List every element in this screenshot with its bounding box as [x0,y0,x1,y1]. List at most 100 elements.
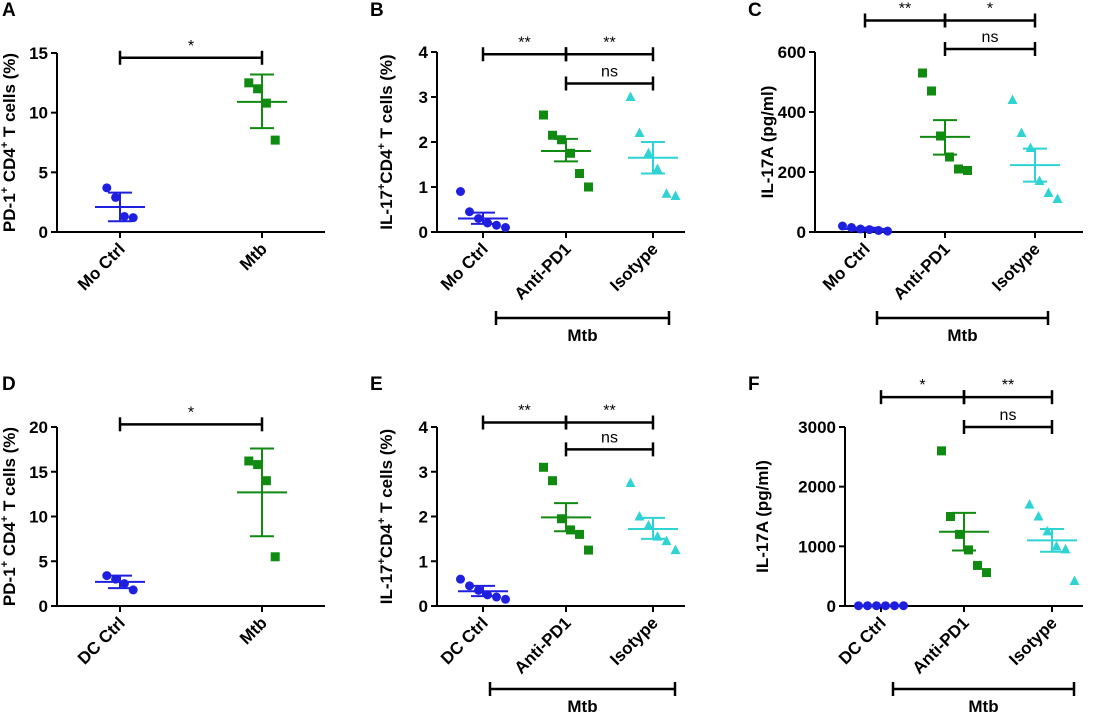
series-anti-pd1 [539,110,593,192]
x-tick-label: DC Ctrl [835,613,890,668]
y-label-superscript: + [376,558,388,564]
significance-label: ** [899,1,911,18]
y-tick-label: 1 [419,552,428,571]
data-point [661,535,672,546]
data-point [946,512,955,521]
panel-label: A [2,0,16,21]
series-isotype [1007,94,1063,203]
data-point [973,560,982,570]
series-dc-ctrl [456,574,510,604]
panel-f: F 0 1000 2000 3000 IL-17A (pg/ml) DC Ctrl Anti-… [748,374,1083,716]
y-axis-label: PD-1+ CD4+ T cells (%) [0,53,19,232]
y-label-part: PD-1 [0,193,19,232]
group-label: Mtb [567,326,597,345]
y-tick-label: 0 [39,597,48,616]
data-point [954,164,963,174]
group-label: Mtb [567,697,597,716]
series-mtb [237,73,287,145]
data-point [1069,575,1080,585]
data-point [1042,525,1053,536]
data-point [918,68,927,78]
data-point [501,223,510,232]
y-tick-label: 2 [419,508,428,527]
y-tick-label: 0 [797,223,806,242]
significance-label: * [188,38,194,55]
significance-label: * [987,1,993,18]
data-point [955,529,964,539]
data-point [102,183,112,193]
y-label-superscript: + [376,518,388,524]
data-point [270,552,280,562]
y-tick-label: 15 [29,44,48,63]
data-point [253,84,263,94]
y-tick-label: 3 [419,463,428,482]
y-tick-label: 10 [29,104,48,123]
y-tick-label: 20 [29,418,48,437]
y-tick-label: 4 [419,418,429,437]
panel-label: B [370,0,384,21]
significance-label: ** [518,34,530,51]
significance-label: ** [603,34,615,51]
x-tick-label: Anti-PD1 [909,613,973,677]
y-tick-label: 0 [419,597,428,616]
data-point [1016,127,1027,137]
data-point [557,514,566,524]
significance-label: ** [603,403,615,420]
y-axis-label: IL-17+CD4+ T cells (%) [376,54,396,229]
y-tick-label: 4 [419,43,429,62]
x-tick-label: Anti-PD1 [511,613,575,677]
significance-label: ns [1000,407,1017,424]
data-point [465,581,474,591]
significance-label: ns [601,64,618,81]
y-label-superscript: + [0,516,11,522]
data-point [244,78,254,88]
data-point [102,571,112,581]
y-tick-label: 2 [419,133,428,152]
y-tick-label: 1000 [798,537,836,556]
series-anti-pd1 [918,68,972,175]
panel-label: D [2,374,16,395]
data-point [270,135,280,145]
x-tick-label: Isotype [606,613,662,669]
x-tick-label: Mo Ctrl [437,239,492,294]
y-tick-label: 400 [778,103,806,122]
data-point [1052,193,1063,203]
data-point [1051,540,1062,551]
data-point [643,519,654,530]
y-label-part: T cells (%) [0,53,19,142]
data-point [634,511,645,521]
data-point [652,163,663,173]
data-point [128,213,138,223]
y-tick-label: 2000 [798,478,836,497]
data-point [670,544,681,555]
y-label-part: IL-17 [377,565,396,605]
data-point [261,98,271,108]
y-tick-label: 5 [39,552,48,571]
series-isotype [625,477,681,555]
y-label-superscript: + [376,143,388,149]
y-tick-label: 0 [39,223,48,242]
y-label-part: CD4 [0,522,19,561]
data-point [111,192,121,202]
series-anti-pd1 [539,462,593,555]
series-isotype [1024,499,1080,585]
data-point [501,594,510,604]
data-point [982,568,991,578]
data-point [661,188,672,198]
x-tick-label: Mo Ctrl [819,239,874,294]
data-point [1024,499,1035,509]
data-point [128,585,138,595]
series-mo-ctrl [95,183,145,223]
data-point [539,462,548,472]
x-tick-label: Isotype [606,239,662,295]
x-tick-label: Mtb [236,613,271,648]
data-point [253,460,263,470]
y-tick-label: 15 [29,463,48,482]
data-point [937,446,946,456]
panel-label: C [748,0,762,21]
data-point [539,110,548,120]
data-point [492,220,501,230]
